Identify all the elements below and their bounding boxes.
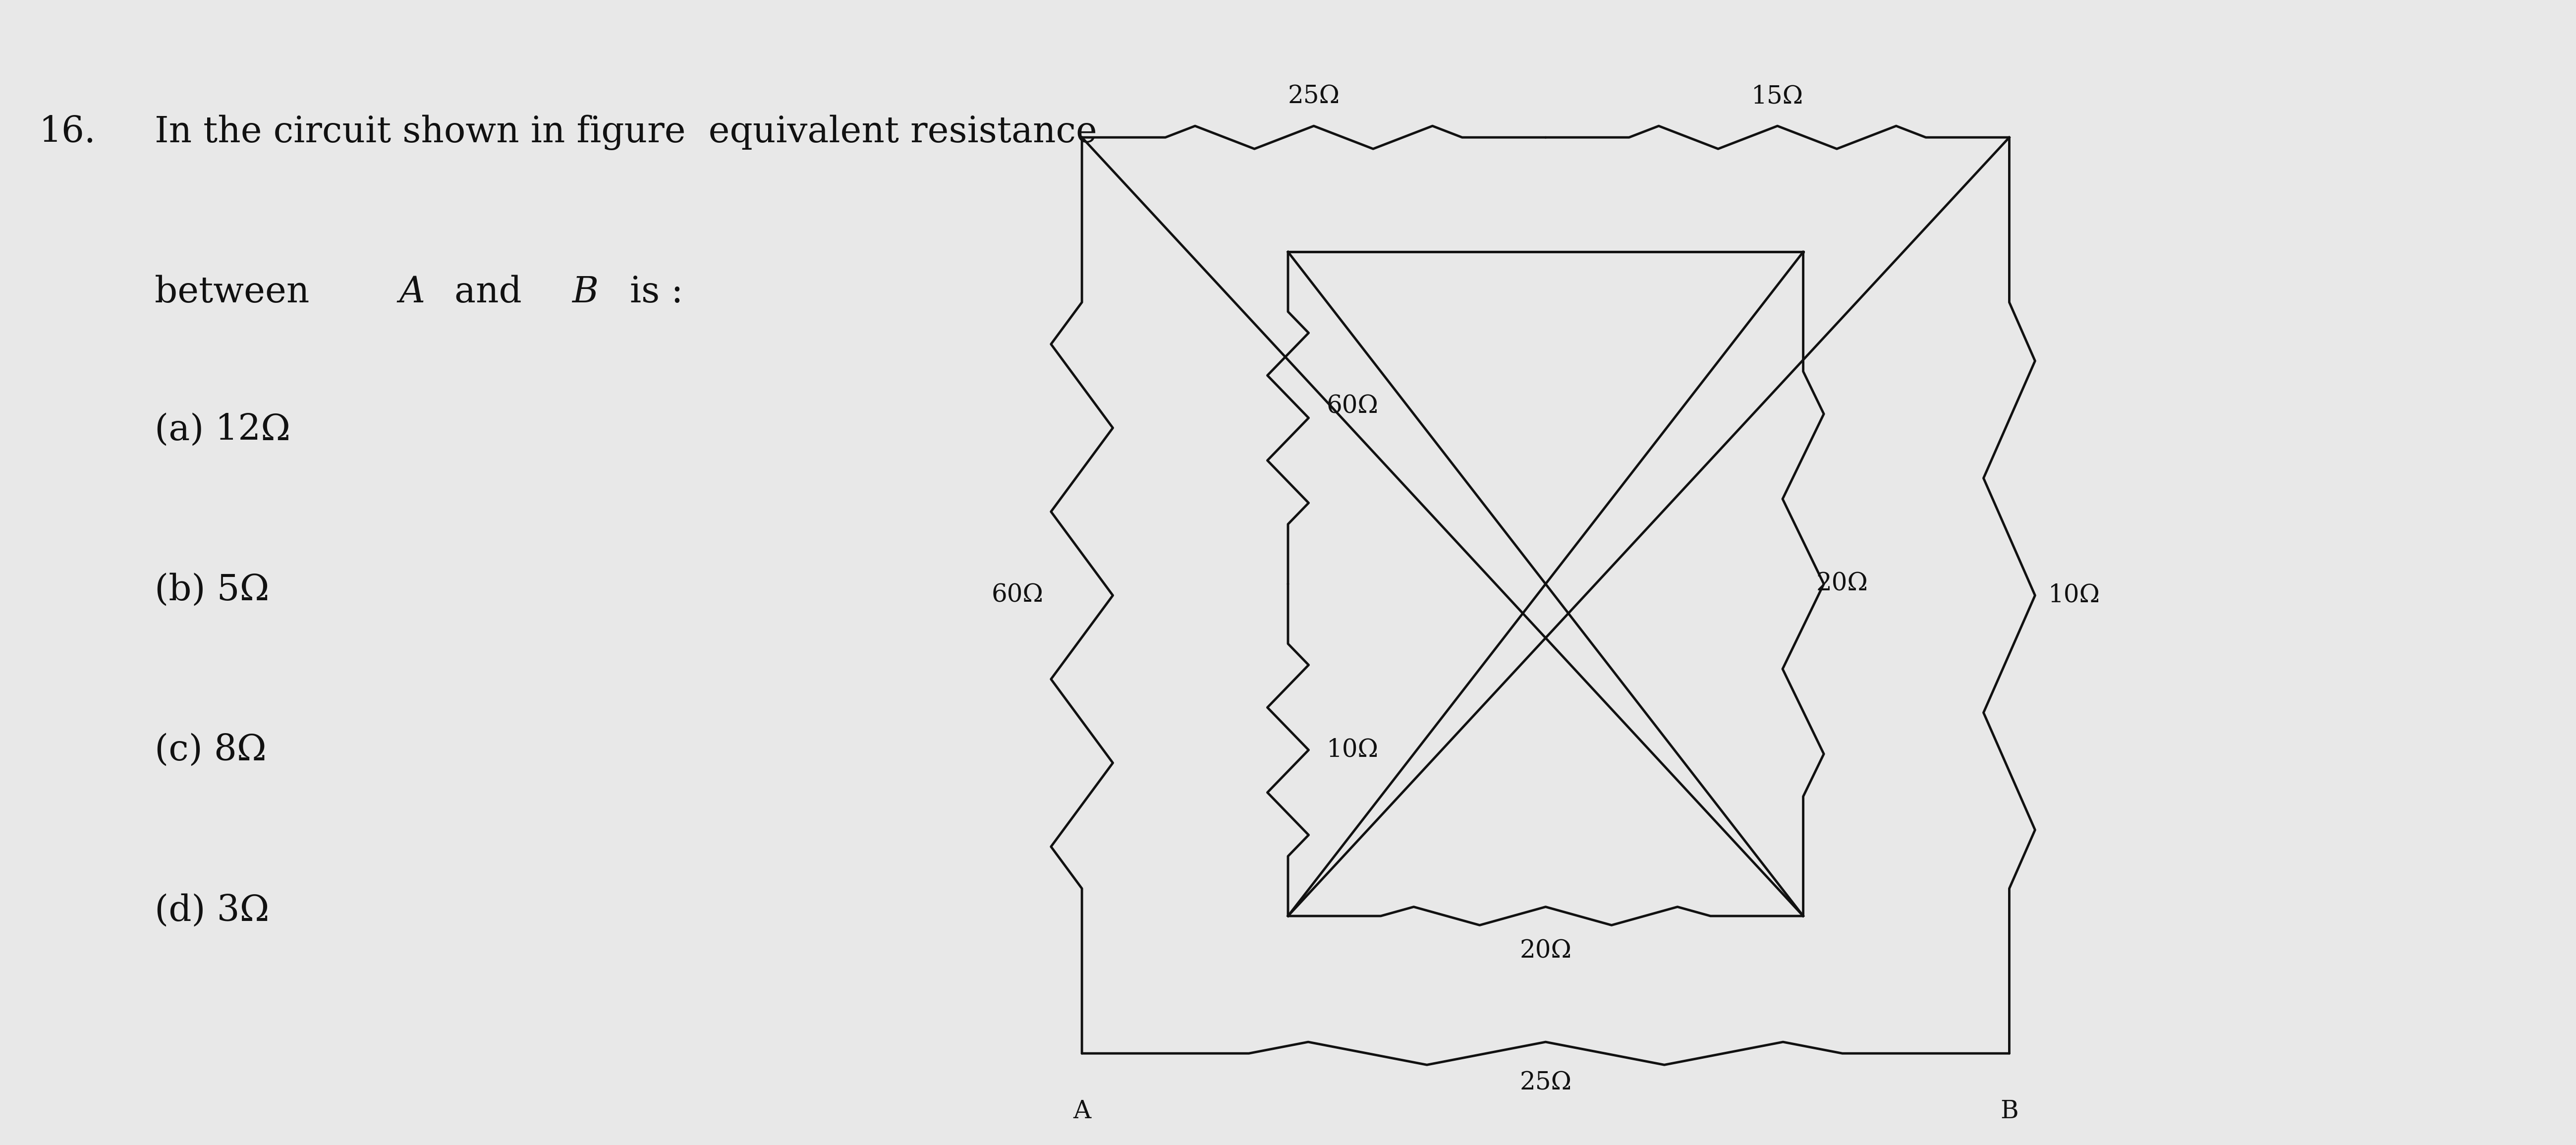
Text: 15Ω: 15Ω — [1752, 85, 1803, 109]
Text: 20Ω: 20Ω — [1520, 939, 1571, 963]
Text: (b) 5Ω: (b) 5Ω — [155, 572, 270, 608]
Text: 16.: 16. — [39, 114, 95, 150]
Text: is :: is : — [618, 275, 683, 310]
Text: 20Ω: 20Ω — [1816, 571, 1868, 597]
Text: A: A — [1074, 1099, 1090, 1123]
Text: B: B — [572, 275, 598, 310]
Text: 60Ω: 60Ω — [1327, 394, 1378, 419]
Text: A: A — [399, 275, 425, 310]
Text: 60Ω: 60Ω — [992, 583, 1043, 608]
Text: (c) 8Ω: (c) 8Ω — [155, 733, 265, 768]
Text: 25Ω: 25Ω — [1288, 85, 1340, 109]
Text: (a) 12Ω: (a) 12Ω — [155, 412, 291, 448]
Text: 10Ω: 10Ω — [1327, 737, 1378, 763]
Text: (d) 3Ω: (d) 3Ω — [155, 893, 270, 929]
Text: B: B — [1999, 1099, 2020, 1123]
Text: and: and — [443, 275, 533, 310]
Text: 10Ω: 10Ω — [2048, 583, 2099, 608]
Text: In the circuit shown in figure  equivalent resistance: In the circuit shown in figure equivalen… — [155, 114, 1097, 150]
Text: 25Ω: 25Ω — [1520, 1071, 1571, 1095]
Text: between: between — [155, 275, 322, 310]
